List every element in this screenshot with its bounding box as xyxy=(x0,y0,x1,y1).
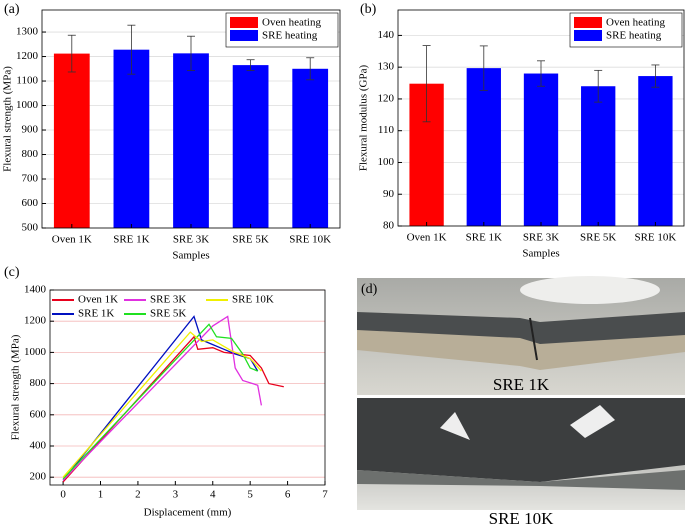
y-tick-label: 110 xyxy=(378,124,395,136)
x-tick-label: 5 xyxy=(247,489,253,501)
y-axis-label: Flexural strength (MPa) xyxy=(2,66,14,172)
legend-swatch xyxy=(230,17,258,28)
panel-label: (a) xyxy=(4,2,20,17)
x-tick-label: Oven 1K xyxy=(407,232,447,244)
x-tick-label: SRE 10K xyxy=(289,234,331,246)
y-tick-label: 400 xyxy=(30,440,47,452)
error-bar xyxy=(537,60,545,87)
x-tick-label: 4 xyxy=(210,489,216,501)
bar xyxy=(466,68,501,226)
y-tick-label: 1300 xyxy=(16,26,39,38)
plot-frame xyxy=(397,9,685,227)
bar xyxy=(292,68,329,228)
x-axis-label: Samples xyxy=(522,248,559,260)
error-bar xyxy=(67,34,76,73)
y-tick-label: 800 xyxy=(22,148,39,160)
bar xyxy=(638,76,673,226)
bar xyxy=(53,53,90,228)
photo-top xyxy=(357,276,685,395)
y-axis-label: Flexural modulus (GPa) xyxy=(358,65,370,172)
x-tick-label: 3 xyxy=(173,489,179,501)
x-tick-label: SRE 5K xyxy=(580,232,616,244)
line-series xyxy=(62,315,259,481)
error-bar xyxy=(127,24,136,75)
photo-caption: SRE 10K xyxy=(489,509,554,528)
y-tick-label: 600 xyxy=(22,197,39,209)
y-tick-label: 100 xyxy=(378,156,395,168)
legend-label: SRE 10K xyxy=(232,294,274,306)
legend-label: SRE heating xyxy=(606,30,662,42)
photo-caption: SRE 1K xyxy=(493,375,550,394)
y-tick-label: 500 xyxy=(22,222,39,234)
panel-label: (d) xyxy=(361,282,378,297)
y-tick-label: 200 xyxy=(30,471,47,483)
y-tick-label: 1100 xyxy=(16,75,38,87)
legend-label: Oven heating xyxy=(606,17,665,29)
x-tick-label: Oven 1K xyxy=(52,234,92,246)
error-bar xyxy=(246,59,255,71)
x-tick-label: 2 xyxy=(135,489,141,501)
y-tick-label: 900 xyxy=(22,124,39,136)
legend-label: Oven 1K xyxy=(78,294,118,306)
bar xyxy=(113,49,150,228)
x-tick-label: 7 xyxy=(322,489,328,501)
legend-label: SRE 1K xyxy=(78,308,114,320)
x-tick-label: 0 xyxy=(60,489,66,501)
line-series xyxy=(62,315,263,481)
legend-label: SRE heating xyxy=(262,30,318,42)
x-tick-label: 1 xyxy=(98,489,104,501)
error-bar xyxy=(479,45,488,91)
line-series xyxy=(62,335,284,483)
y-tick-label: 90 xyxy=(383,188,395,200)
bar xyxy=(232,65,269,228)
photo-bottom xyxy=(357,398,685,510)
y-axis-label: Flexural strength (MPa) xyxy=(10,334,22,440)
y-tick-label: 140 xyxy=(378,29,395,41)
y-tick-label: 700 xyxy=(22,173,39,185)
line-series xyxy=(62,331,262,478)
x-tick-label: SRE 1K xyxy=(466,232,502,244)
legend-swatch xyxy=(574,30,602,41)
error-bar xyxy=(306,57,315,81)
plot-frame xyxy=(49,289,326,486)
error-bar xyxy=(422,45,431,123)
line-series xyxy=(62,323,258,480)
x-tick-label: SRE 3K xyxy=(173,234,209,246)
x-tick-label: 6 xyxy=(285,489,291,501)
x-tick-label: SRE 5K xyxy=(232,234,268,246)
x-tick-label: SRE 10K xyxy=(634,232,676,244)
y-tick-label: 1000 xyxy=(16,99,39,111)
error-bar xyxy=(594,69,603,103)
y-tick-label: 80 xyxy=(383,220,395,232)
y-tick-label: 120 xyxy=(378,92,395,104)
y-tick-label: 1200 xyxy=(24,315,47,327)
panel-label: (c) xyxy=(4,265,20,280)
bar xyxy=(173,53,209,228)
x-tick-label: SRE 3K xyxy=(523,232,559,244)
legend-swatch xyxy=(574,17,602,28)
bar xyxy=(523,73,559,226)
x-tick-label: SRE 1K xyxy=(113,234,149,246)
legend-label: SRE 5K xyxy=(150,308,186,320)
panel-label: (b) xyxy=(360,2,377,17)
y-tick-label: 130 xyxy=(378,61,395,73)
y-tick-label: 800 xyxy=(30,377,47,389)
x-axis-label: Displacement (mm) xyxy=(144,507,232,519)
y-tick-label: 1200 xyxy=(16,50,39,62)
y-tick-label: 600 xyxy=(30,408,47,420)
plot-frame xyxy=(41,9,341,229)
legend-swatch xyxy=(230,30,258,41)
x-axis-label: Samples xyxy=(172,250,209,262)
error-bar xyxy=(187,35,195,71)
legend-label: Oven heating xyxy=(262,17,321,29)
error-bar xyxy=(651,64,660,88)
bar xyxy=(581,86,616,226)
y-tick-label: 1000 xyxy=(24,346,47,358)
y-tick-label: 1400 xyxy=(24,284,47,296)
legend-label: SRE 3K xyxy=(150,294,186,306)
